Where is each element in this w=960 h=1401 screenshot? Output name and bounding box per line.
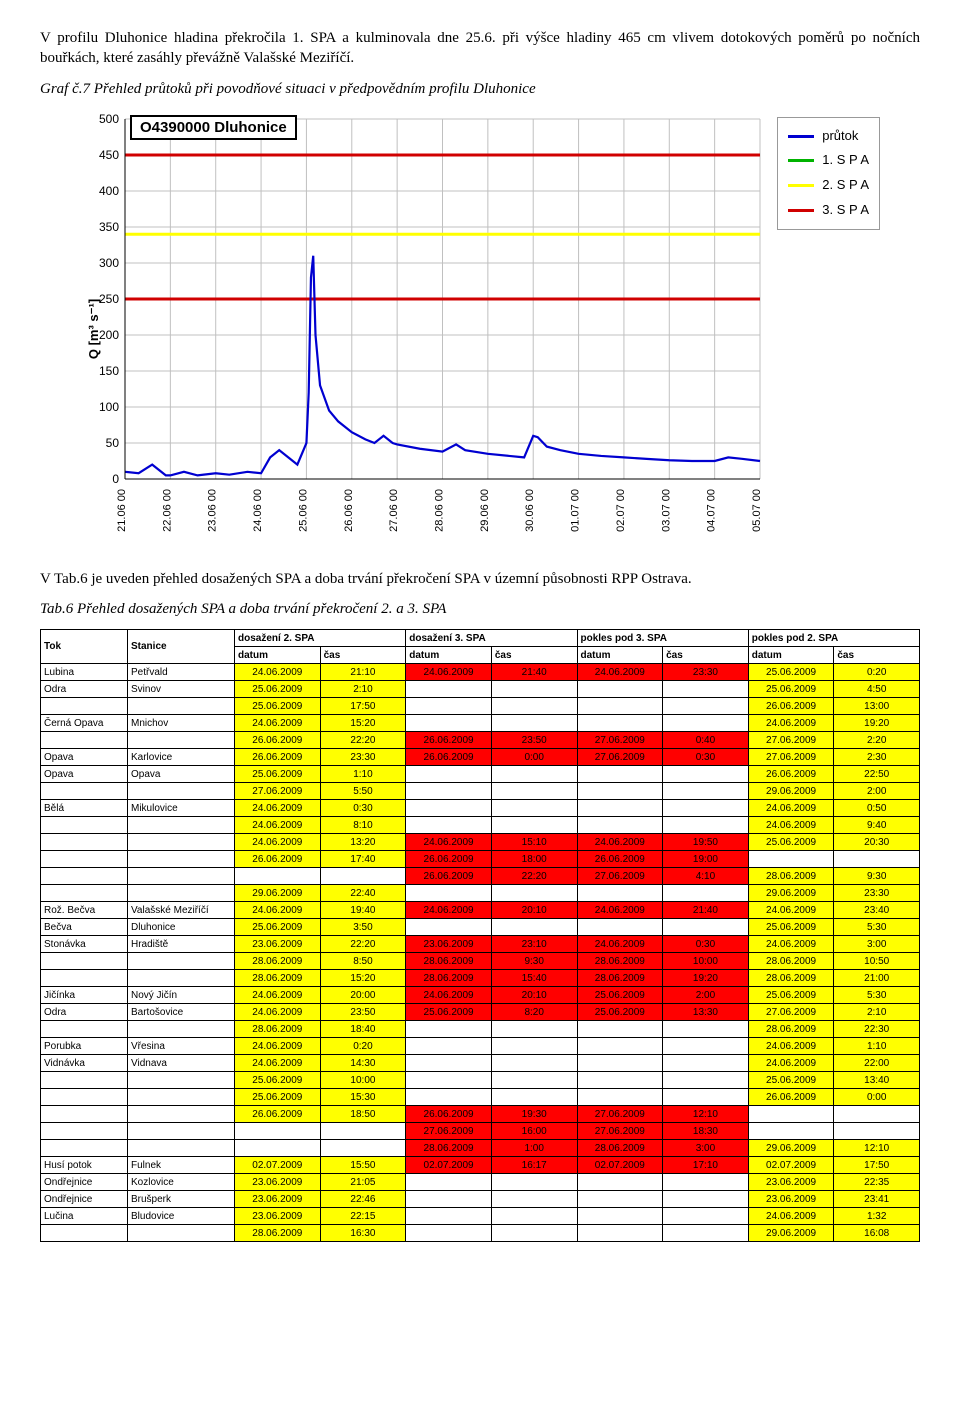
svg-text:28.06 00: 28.06 00 [434,489,446,532]
table-row: 27.06.200916:0027.06.200918:30 [41,1123,920,1140]
table-row: BečvaDluhonice25.06.20093:5025.06.20095:… [41,919,920,936]
table-row: OdraSvinov25.06.20092:1025.06.20094:50 [41,681,920,698]
chart-legend: průtok 1. S P A 2. S P A 3. S P A [777,117,880,230]
table-row: OpavaOpava25.06.20091:1026.06.200922:50 [41,766,920,783]
table-row: 26.06.200922:2027.06.20094:1028.06.20099… [41,868,920,885]
svg-text:23.06 00: 23.06 00 [207,489,219,532]
table-row: Rož. BečvaValašské Meziříčí24.06.200919:… [41,902,920,919]
th-d2: dosažení 2. SPA [235,630,406,647]
svg-text:100: 100 [99,400,119,414]
th-p3: pokles pod 3. SPA [577,630,748,647]
table-row: 28.06.20098:5028.06.20099:3028.06.200910… [41,953,920,970]
th-datum: datum [577,647,663,664]
legend-spa2: 2. S P A [822,173,869,198]
th-p2: pokles pod 2. SPA [748,630,919,647]
th-stanice: Stanice [128,630,235,664]
table-row: 25.06.200910:0025.06.200913:40 [41,1072,920,1089]
svg-text:350: 350 [99,220,119,234]
table-row: JičínkaNový Jičín24.06.200920:0024.06.20… [41,987,920,1004]
svg-text:01.07 00: 01.07 00 [570,489,582,532]
th-cas: čas [834,647,920,664]
legend-spa3: 3. S P A [822,198,869,223]
svg-text:50: 50 [106,436,120,450]
svg-text:30.06 00: 30.06 00 [524,489,536,532]
table-row: PorubkaVřesina24.06.20090:2024.06.20091:… [41,1038,920,1055]
table-row: OdraBartošovice24.06.200923:5025.06.2009… [41,1004,920,1021]
th-datum: datum [406,647,492,664]
svg-text:29.06 00: 29.06 00 [479,489,491,532]
table-row: LučinaBludovice23.06.200922:1524.06.2009… [41,1208,920,1225]
th-d3: dosažení 3. SPA [406,630,577,647]
th-cas: čas [320,647,406,664]
svg-text:04.07 00: 04.07 00 [706,489,718,532]
table-row: 28.06.200915:2028.06.200915:4028.06.2009… [41,970,920,987]
table-row: 28.06.200918:4028.06.200922:30 [41,1021,920,1038]
table-row: 28.06.200916:3029.06.200916:08 [41,1225,920,1242]
svg-text:150: 150 [99,364,119,378]
table-row: 27.06.20095:5029.06.20092:00 [41,783,920,800]
th-datum: datum [748,647,834,664]
intro-paragraph: V profilu Dluhonice hladina překročila 1… [40,28,920,69]
spa-table: Tok Stanice dosažení 2. SPA dosažení 3. … [40,629,920,1242]
svg-text:300: 300 [99,256,119,270]
legend-spa1: 1. S P A [822,148,869,173]
chart-title: O4390000 Dluhonice [130,115,297,140]
table-row: Husí potokFulnek02.07.200915:5002.07.200… [41,1157,920,1174]
table-row: 24.06.20098:1024.06.20099:40 [41,817,920,834]
svg-text:25.06 00: 25.06 00 [297,489,309,532]
table-row: StonávkaHradiště23.06.200922:2023.06.200… [41,936,920,953]
table-row: 25.06.200917:5026.06.200913:00 [41,698,920,715]
table-row: BěláMikulovice24.06.20090:3024.06.20090:… [41,800,920,817]
flow-chart: O4390000 Dluhonice Q [m³ s⁻¹] průtok 1. … [40,109,920,549]
th-tok: Tok [41,630,128,664]
svg-text:03.07 00: 03.07 00 [660,489,672,532]
table-row: 26.06.200917:4026.06.200918:0026.06.2009… [41,851,920,868]
th-cas: čas [663,647,749,664]
svg-text:24.06 00: 24.06 00 [252,489,264,532]
table-caption: Tab.6 Přehled dosažených SPA a doba trvá… [40,599,920,619]
svg-text:21.06 00: 21.06 00 [116,489,128,532]
svg-text:400: 400 [99,184,119,198]
table-row: 29.06.200922:4029.06.200923:30 [41,885,920,902]
th-datum: datum [235,647,321,664]
mid-paragraph: V Tab.6 je uveden přehled dosažených SPA… [40,569,920,589]
th-cas: čas [491,647,577,664]
table-row: 26.06.200922:2026.06.200923:5027.06.2009… [41,732,920,749]
table-row: OpavaKarlovice26.06.200923:3026.06.20090… [41,749,920,766]
legend-prutok: průtok [822,124,858,149]
table-row: OndřejniceKozlovice23.06.200921:0523.06.… [41,1174,920,1191]
svg-text:27.06 00: 27.06 00 [388,489,400,532]
svg-text:450: 450 [99,148,119,162]
table-row: LubinaPetřvald24.06.200921:1024.06.20092… [41,664,920,681]
table-row: VidnávkaVidnava24.06.200914:3024.06.2009… [41,1055,920,1072]
svg-text:0: 0 [112,472,119,486]
table-row: Černá OpavaMnichov24.06.200915:2024.06.2… [41,715,920,732]
svg-text:22.06 00: 22.06 00 [161,489,173,532]
table-row: OndřejniceBrušperk23.06.200922:4623.06.2… [41,1191,920,1208]
table-row: 26.06.200918:5026.06.200919:3027.06.2009… [41,1106,920,1123]
chart-caption: Graf č.7 Přehled průtoků při povodňové s… [40,79,920,99]
svg-text:500: 500 [99,112,119,126]
table-row: 28.06.20091:0028.06.20093:0029.06.200912… [41,1140,920,1157]
svg-text:02.07 00: 02.07 00 [615,489,627,532]
table-row: 25.06.200915:3026.06.20090:00 [41,1089,920,1106]
svg-text:26.06 00: 26.06 00 [343,489,355,532]
table-row: 24.06.200913:2024.06.200915:1024.06.2009… [41,834,920,851]
chart-ylabel: Q [m³ s⁻¹] [86,299,102,359]
svg-text:05.07 00: 05.07 00 [751,489,763,532]
